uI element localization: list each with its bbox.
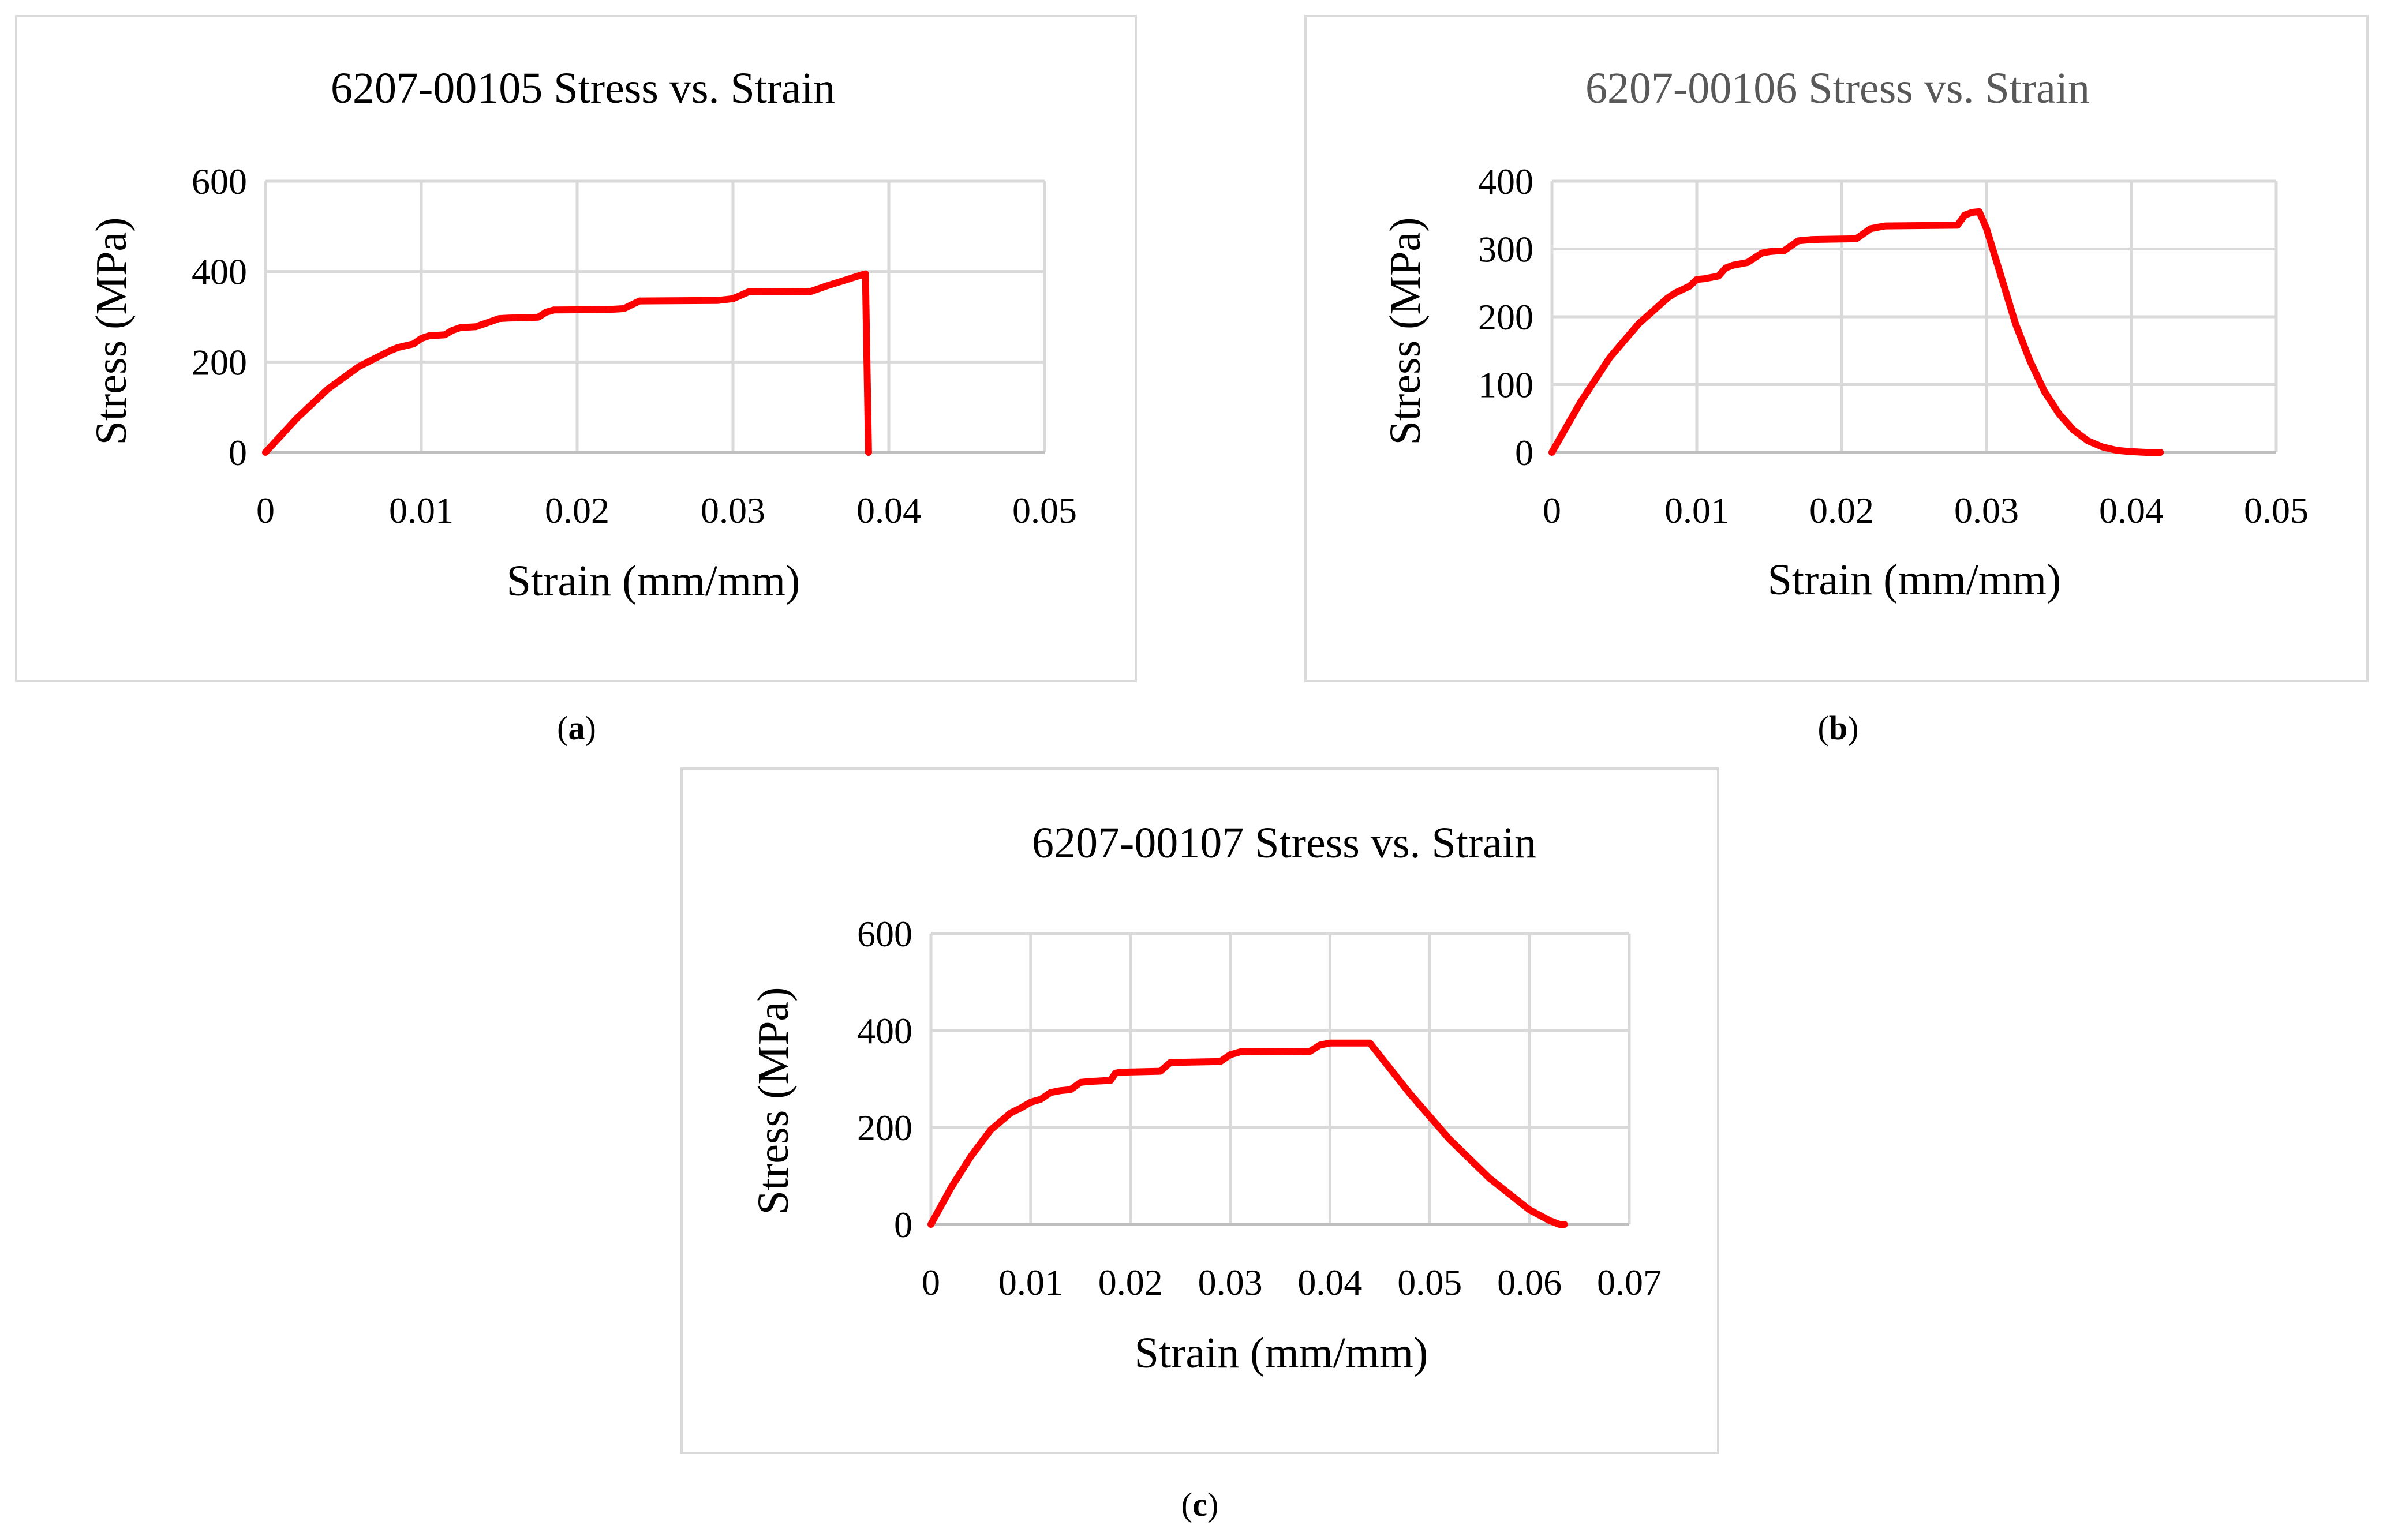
y-tick-label: 600 [192,161,247,202]
chart-panel-c: 6207-00107 Stress vs. Strain Strain (mm/… [680,767,1719,1454]
y-axis-label: Stress (MPa) [1381,218,1430,445]
y-axis-label: Stress (MPa) [749,987,798,1215]
chart-svg-a: 6207-00105 Stress vs. Strain Strain (mm/… [87,64,1077,605]
x-tick-label: 0.01 [389,490,454,531]
y-tick-label: 400 [1478,161,1533,202]
x-tick-label: 0.06 [1497,1262,1562,1303]
chart-panel-b: 6207-00106 Stress vs. Strain Strain (mm/… [1304,15,2369,682]
chart-title: 6207-00105 Stress vs. Strain [331,64,835,113]
x-tick-label: 0.03 [1198,1262,1263,1303]
caption-b: (b) [1817,709,1859,747]
x-tick-label: 0 [922,1262,940,1303]
x-tick-label: 0.01 [998,1262,1063,1303]
y-axis-label: Stress (MPa) [87,218,136,445]
chart-panel-a: 6207-00105 Stress vs. Strain Strain (mm/… [15,15,1137,682]
x-tick-label: 0 [256,490,275,531]
y-tick-label: 300 [1478,229,1533,270]
x-axis-label: Strain (mm/mm) [1135,1329,1428,1377]
y-tick-label: 400 [192,252,247,293]
x-tick-label: 0.04 [856,490,921,531]
stress-strain-series-b [1548,208,2164,456]
x-tick-label: 0.04 [1297,1262,1362,1303]
x-tick-label: 0.01 [1664,490,1729,531]
y-tick-label: 100 [1478,365,1533,406]
y-tick-label: 200 [1478,297,1533,338]
x-tick-label: 0.03 [1954,490,2019,531]
y-tick-label: 0 [894,1204,912,1245]
caption-a: (a) [557,709,596,747]
x-tick-label: 0.02 [1809,490,1874,531]
x-axis-label: Strain (mm/mm) [1768,556,2062,604]
y-tick-label: 400 [857,1010,912,1051]
chart-svg-c: 6207-00107 Stress vs. Strain Strain (mm/… [749,819,1662,1377]
y-tick-label: 200 [857,1107,912,1148]
y-tick-label: 600 [857,913,912,954]
caption-c: (c) [1181,1486,1219,1523]
x-axis-label: Strain (mm/mm) [507,557,800,605]
x-tick-label: 0.05 [1012,490,1077,531]
x-tick-label: 0.03 [701,490,765,531]
y-tick-label: 0 [229,432,247,473]
x-tick-label: 0.05 [2244,490,2309,531]
stress-strain-series-c [927,1039,1568,1228]
stress-strain-series-a [262,270,872,456]
x-tick-label: 0.07 [1597,1262,1662,1303]
x-tick-label: 0.04 [2099,490,2164,531]
x-tick-label: 0.05 [1397,1262,1462,1303]
x-tick-label: 0 [1543,490,1561,531]
x-tick-label: 0.02 [1098,1262,1163,1303]
y-tick-label: 200 [192,342,247,383]
chart-title: 6207-00107 Stress vs. Strain [1032,819,1536,867]
y-tick-label: 0 [1515,432,1533,473]
chart-svg-b: 6207-00106 Stress vs. Strain Strain (mm/… [1381,64,2309,604]
chart-title: 6207-00106 Stress vs. Strain [1585,64,2090,113]
x-tick-label: 0.02 [545,490,609,531]
